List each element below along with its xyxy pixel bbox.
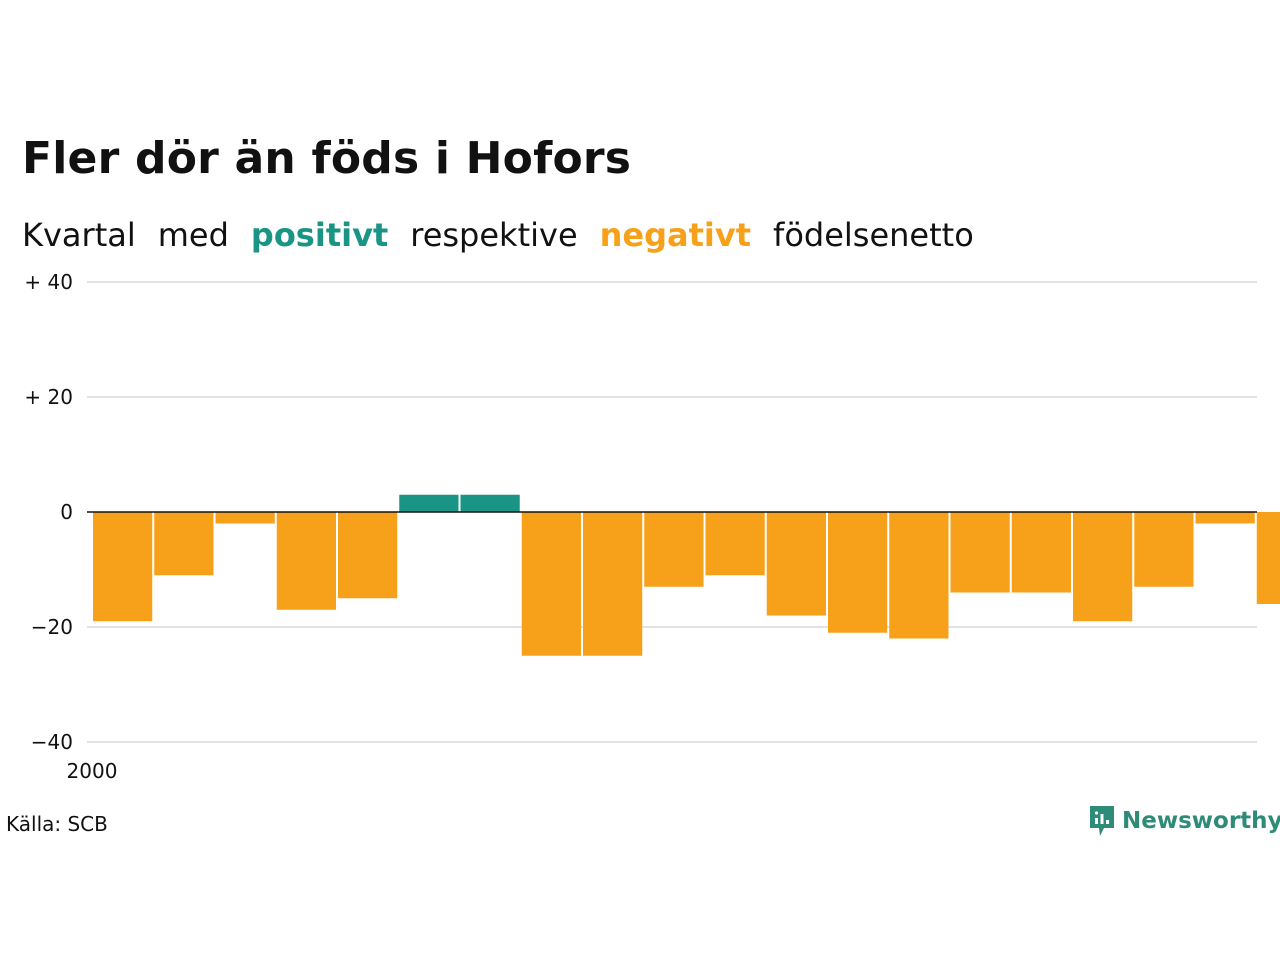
bars xyxy=(93,494,1280,656)
subtitle-word: Kvartal xyxy=(22,216,136,254)
y-tick-label: −20 xyxy=(31,615,73,639)
chart-title: Fler dör än föds i Hofors xyxy=(22,133,632,184)
data-bar xyxy=(1195,512,1255,524)
data-bar xyxy=(889,512,949,639)
brand-name: Newsworthy xyxy=(1122,808,1280,834)
newsworthy-logo-icon xyxy=(1090,806,1114,836)
chart-subtitle: Kvartal med positivt respektive negativt föde… xyxy=(22,216,996,254)
data-bar xyxy=(1134,512,1194,587)
subtitle-negative-label: negativt xyxy=(599,216,752,254)
data-bar xyxy=(644,512,704,587)
data-bar xyxy=(338,512,398,599)
data-bar xyxy=(950,512,1010,593)
data-bar xyxy=(1256,512,1280,604)
data-bar xyxy=(460,494,520,512)
source-note: Källa: SCB xyxy=(6,812,108,836)
data-bar xyxy=(215,512,275,524)
x-tick-label: 2000 xyxy=(67,759,118,783)
data-bar xyxy=(154,512,214,576)
data-bar xyxy=(399,494,459,512)
gridlines xyxy=(87,281,1257,743)
data-bar xyxy=(1073,512,1133,622)
data-bar xyxy=(583,512,643,656)
subtitle-word: födelsenetto xyxy=(773,216,974,254)
y-tick-label: 0 xyxy=(60,500,73,524)
data-bar xyxy=(828,512,888,633)
axes: + 40+ 200−20−4020002005201020152020 xyxy=(24,270,1257,783)
data-bar xyxy=(705,512,765,576)
data-bar xyxy=(766,512,826,616)
y-tick-label: + 40 xyxy=(24,270,73,294)
subtitle-positive-label: positivt xyxy=(250,216,389,254)
y-tick-label: + 20 xyxy=(24,385,73,409)
brand-logo: Newsworthy xyxy=(1088,804,1280,838)
data-bar xyxy=(93,512,153,622)
subtitle-word: med xyxy=(157,216,229,254)
subtitle-word: respektive xyxy=(410,216,578,254)
data-bar xyxy=(1011,512,1071,593)
y-tick-label: −40 xyxy=(31,730,73,754)
data-bar xyxy=(276,512,336,610)
data-bar xyxy=(521,512,581,656)
